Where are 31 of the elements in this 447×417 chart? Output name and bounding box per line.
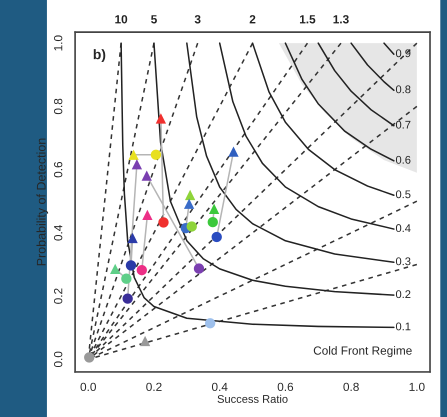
- x-axis-title: Success Ratio: [218, 394, 288, 403]
- x-tick-label: 1.0: [410, 382, 425, 392]
- y-tick-label: 0.0: [54, 352, 62, 368]
- x-tick-label: 0.8: [343, 382, 359, 392]
- series-label: 0.1: [396, 322, 410, 330]
- x-tick-label: 0.4: [212, 382, 228, 392]
- x-tick-label: 0.6: [278, 382, 294, 392]
- series-label: 0.6: [396, 156, 410, 164]
- series-label: 1.3: [333, 15, 349, 24]
- annotation: b): [94, 49, 106, 62]
- series-label: 0.4: [396, 224, 411, 232]
- series-label: 2: [250, 15, 256, 24]
- y-tick-label: 0.8: [54, 98, 62, 114]
- y-tick-label: 0.4: [54, 225, 62, 241]
- series-label: 0.2: [396, 290, 410, 298]
- y-tick-label: 0.6: [54, 162, 62, 178]
- annotation: Cold Front Regime: [314, 346, 412, 358]
- series-label: 0.7: [396, 120, 410, 129]
- y-tick-label: 0.2: [54, 288, 62, 304]
- series-label: 3: [194, 15, 201, 24]
- series-label: 10: [115, 15, 128, 24]
- series-label: 0.9: [396, 49, 410, 58]
- y-tick-label: 1.0: [54, 35, 62, 50]
- x-tick-label: 0.2: [146, 382, 162, 392]
- x-tick-label: 0.0: [80, 382, 96, 392]
- y-axis-title: Probability of Detection: [36, 138, 48, 266]
- series-label: 0.5: [396, 190, 410, 198]
- series-label: 5: [151, 15, 157, 24]
- series-label: 0.8: [396, 85, 410, 94]
- series-label: 1.5: [300, 15, 316, 24]
- series-label: 0.3: [396, 257, 410, 266]
